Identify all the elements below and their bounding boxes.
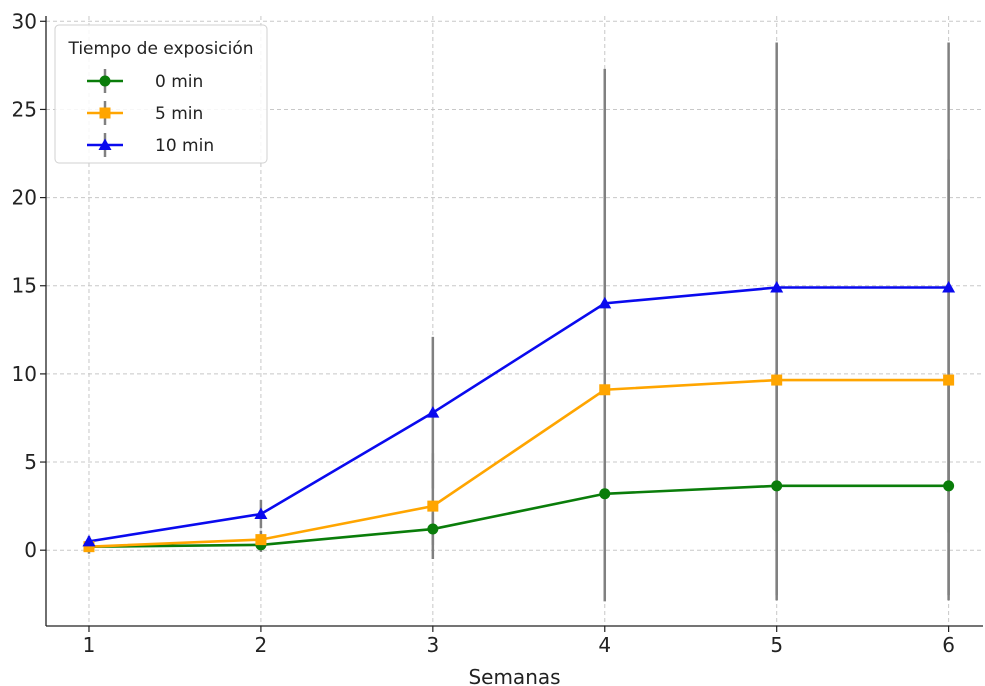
x-axis-label: Semanas — [468, 665, 560, 686]
y-tick-label-25: 25 — [12, 97, 37, 121]
data-point-0min-3 — [427, 523, 439, 535]
data-point-10min-6 — [942, 281, 956, 293]
legend-label-5min: 5 min — [155, 104, 203, 124]
series-line-10min — [88, 286, 949, 543]
y-tick-label-20: 20 — [12, 186, 37, 210]
legend-label-0min: 0 min — [155, 72, 203, 92]
data-point-10min-3 — [426, 406, 440, 418]
y-tick-label-30: 30 — [12, 9, 37, 33]
legend: Tiempo de exposición 0 min 5 min 10 min — [54, 24, 268, 164]
axes — [40, 16, 983, 632]
data-point-5min-4 — [599, 384, 611, 396]
y-tick-label-5: 5 — [24, 450, 37, 474]
x-tick-label-4: 4 — [598, 633, 611, 657]
data-point-10min-1 — [82, 534, 96, 547]
legend-title: Tiempo de exposición — [67, 39, 253, 59]
legend-marker-0min — [99, 75, 111, 87]
tick-labels: 1 2 3 4 5 6 0 5 10 15 20 25 30 — [12, 9, 955, 657]
x-tick-label-2: 2 — [255, 633, 268, 657]
x-tick-label-6: 6 — [942, 633, 955, 657]
data-point-5min-3 — [427, 500, 439, 512]
series-line-5min — [88, 378, 949, 548]
series-markers — [82, 281, 956, 553]
data-point-0min-5 — [771, 480, 783, 492]
x-tick-label-5: 5 — [770, 633, 783, 657]
legend-marker-5min — [99, 107, 111, 119]
series-lines — [88, 286, 949, 548]
y-tick-label-10: 10 — [12, 362, 37, 386]
series-line-0min — [88, 484, 949, 548]
legend-label-10min: 10 min — [155, 136, 214, 156]
x-tick-label-3: 3 — [426, 633, 439, 657]
data-point-10min-2 — [254, 507, 268, 520]
data-point-0min-6 — [943, 480, 955, 492]
y-tick-label-0: 0 — [24, 538, 37, 562]
data-point-5min-5 — [771, 374, 783, 386]
x-tick-label-1: 1 — [83, 633, 96, 657]
data-point-5min-6 — [943, 374, 955, 386]
legend-marker-10min — [98, 138, 112, 150]
y-tick-label-15: 15 — [12, 274, 37, 298]
legend-box — [54, 24, 268, 164]
data-point-5min-1 — [83, 541, 95, 553]
data-point-10min-5 — [770, 281, 784, 293]
data-point-10min-4 — [598, 296, 612, 309]
data-point-0min-4 — [599, 488, 611, 500]
data-point-5min-2 — [255, 534, 267, 546]
